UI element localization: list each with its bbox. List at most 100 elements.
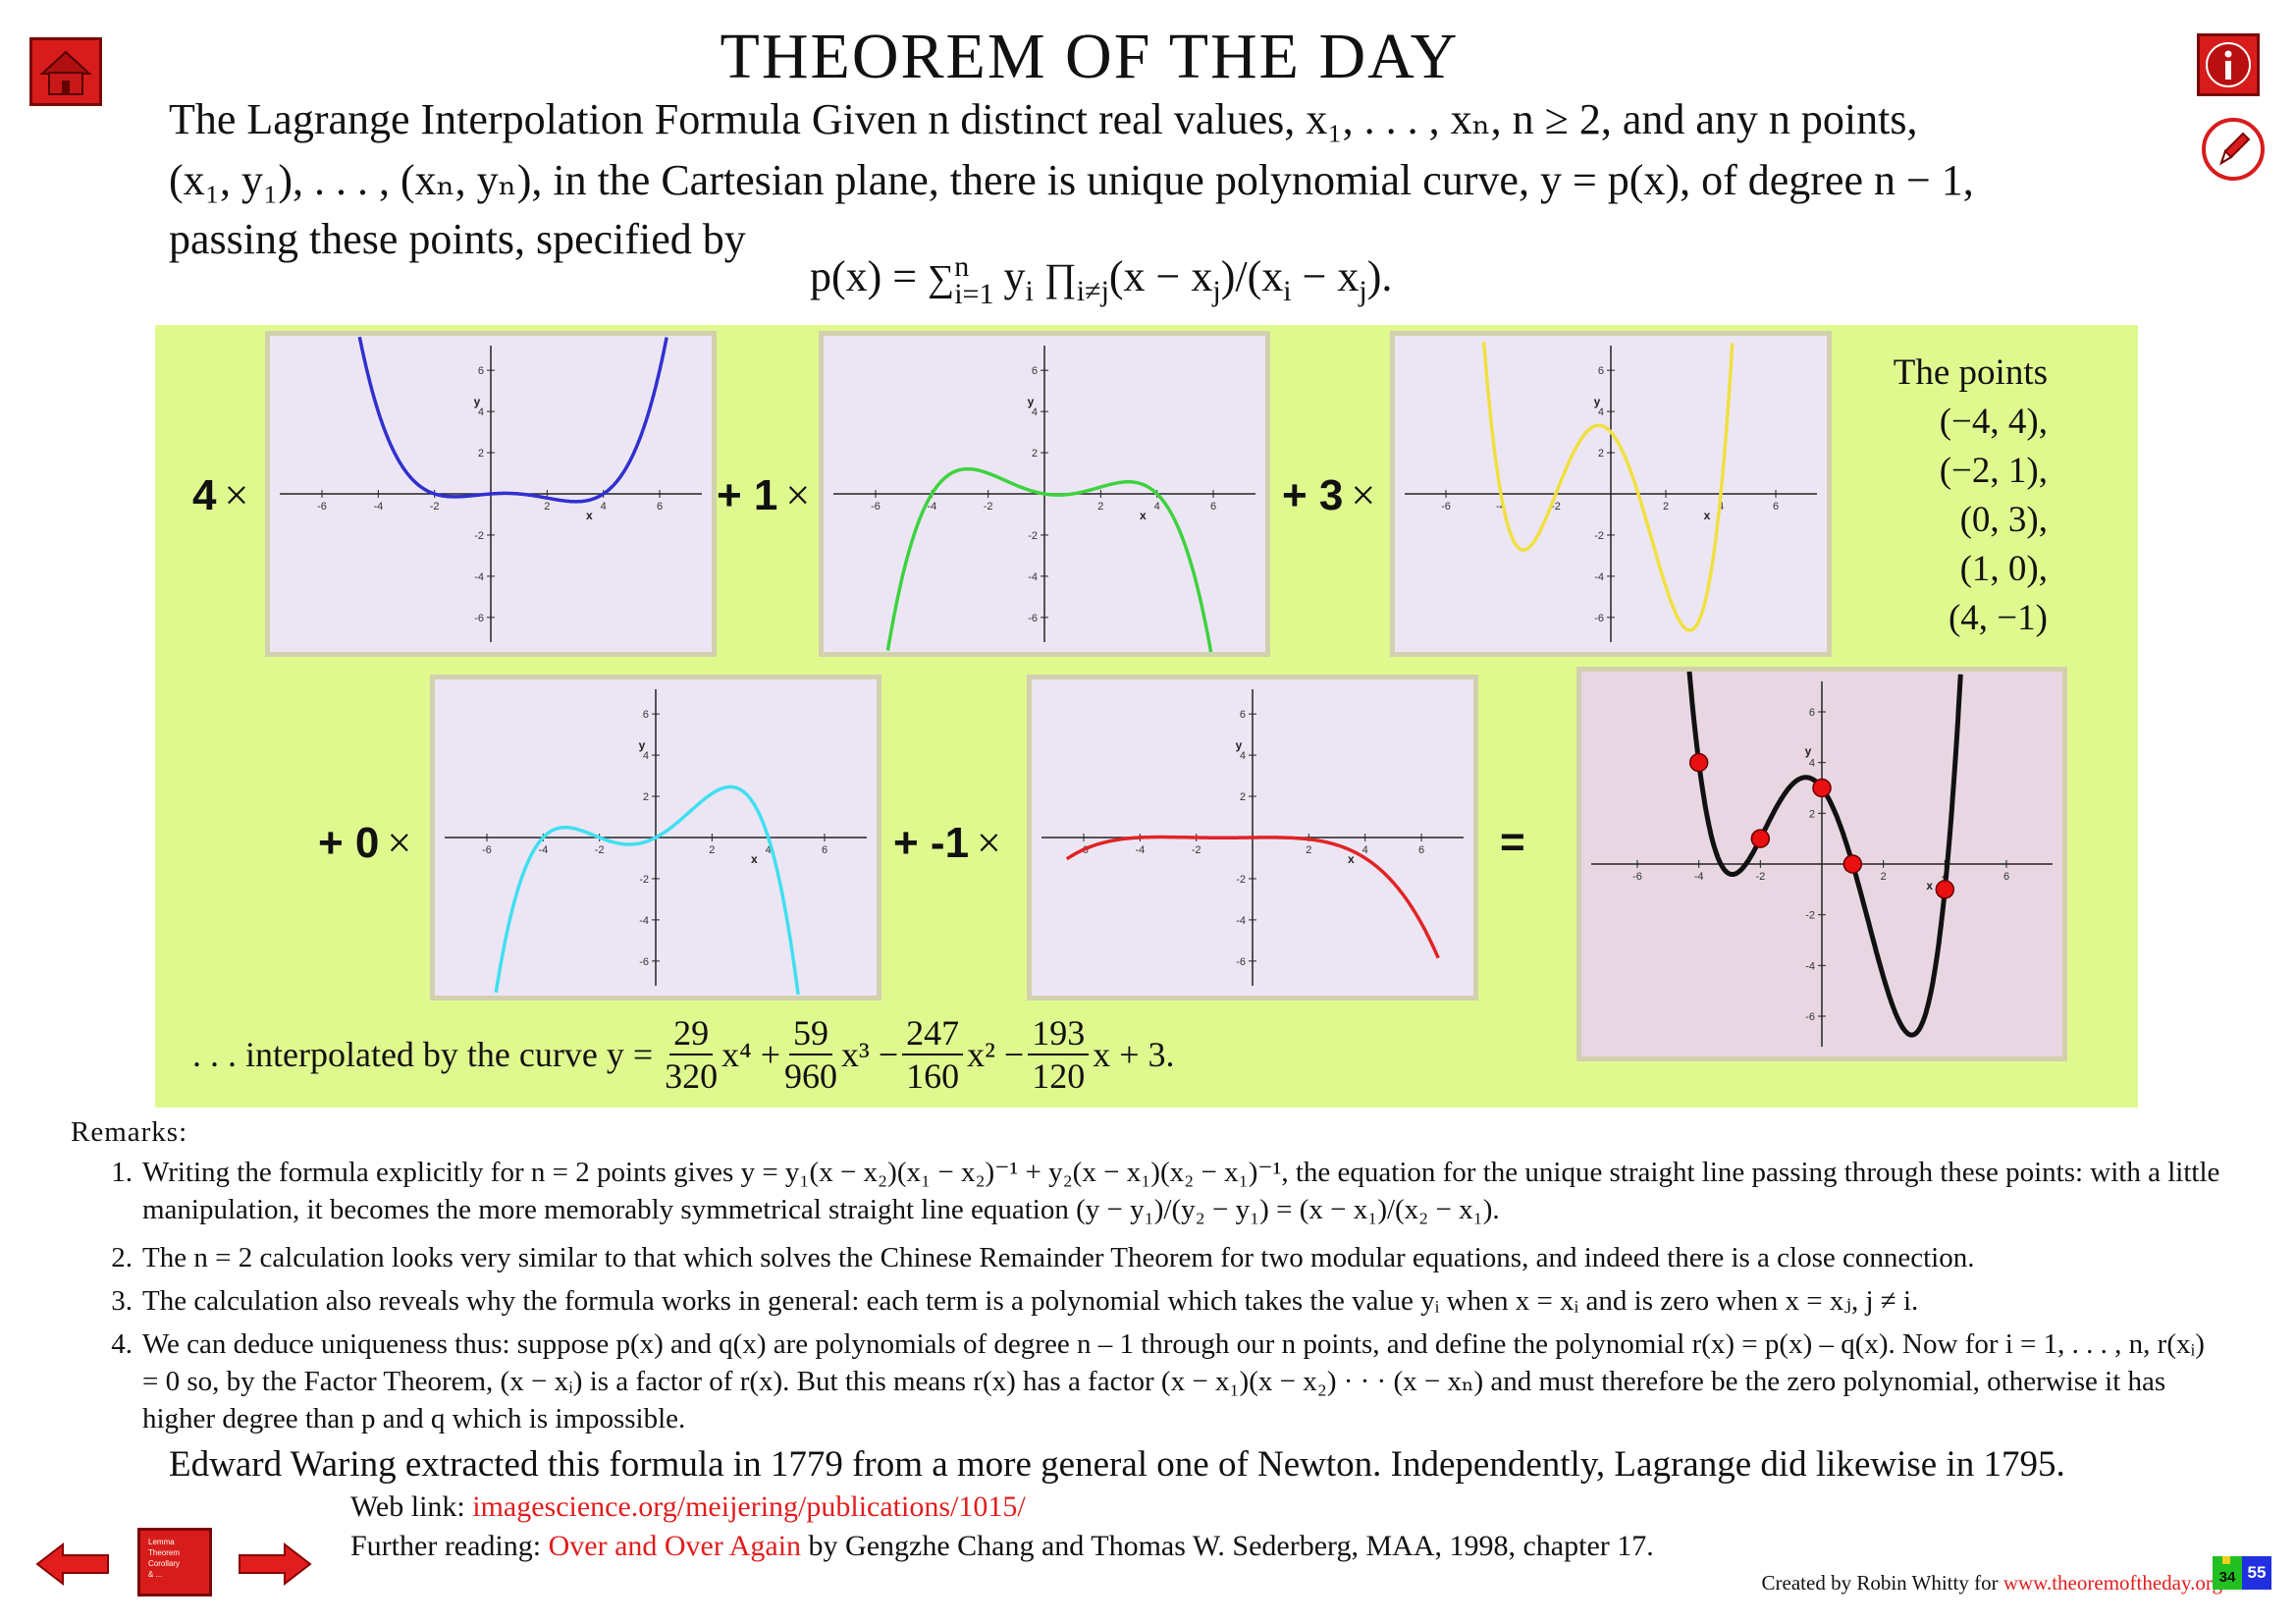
web-link-label: Web link: xyxy=(350,1490,465,1523)
web-link-row: Web link: imagescience.org/meijering/pub… xyxy=(350,1490,1026,1524)
y-axis-label: y xyxy=(1805,744,1812,758)
home-icon xyxy=(39,50,92,95)
badge-yellow-square xyxy=(2222,1556,2230,1564)
sum-symbol: ∑ xyxy=(928,258,955,299)
formula-sub-j1: j xyxy=(1212,274,1221,307)
y-tick-label: -4 xyxy=(639,915,649,927)
y-tick-label: -2 xyxy=(1236,874,1246,886)
point-5: (4, −1) xyxy=(1948,598,2048,638)
y-tick-label: -2 xyxy=(1594,530,1604,542)
y-tick-label: -6 xyxy=(1236,956,1246,968)
x-tick-label: -4 xyxy=(373,501,383,513)
x-axis-label: x xyxy=(1926,879,1933,893)
prev-page-button[interactable] xyxy=(33,1542,112,1587)
book-index-button[interactable]: Lemma Theorem Corollary & ... xyxy=(137,1528,212,1596)
x-tick-label: 6 xyxy=(1210,501,1216,513)
plot-basis-3: -6 -4 -2 2 4 6 6 4 2 -2 -4 -6 x y xyxy=(1390,331,1832,657)
info-button[interactable] xyxy=(2197,33,2260,96)
x-axis-label: x xyxy=(1704,509,1711,522)
plot-basis-5: -6 -4 -2 2 4 6 6 4 2 -2 -4 -6 x y xyxy=(1027,675,1478,1001)
home-button[interactable] xyxy=(29,37,102,106)
y-tick-label: -6 xyxy=(1594,613,1604,624)
next-page-button[interactable] xyxy=(236,1542,314,1587)
further-reading-link[interactable]: Over and Over Again xyxy=(548,1530,802,1562)
point-4: (1, 0), xyxy=(1959,549,2048,589)
y-tick-label: 2 xyxy=(1598,448,1604,460)
x-tick-label: -4 xyxy=(1694,871,1704,883)
remark-1: 1. Writing the formula explicitly for n =… xyxy=(111,1157,2220,1225)
x-axis-label: x xyxy=(586,509,593,522)
x-tick-label: -4 xyxy=(1496,501,1506,513)
y-tick-label: 4 xyxy=(478,406,484,418)
y-axis-label: y xyxy=(1028,395,1035,408)
sum-lower-limit: i=1 xyxy=(954,277,994,310)
further-reading-label: Further reading: xyxy=(350,1530,542,1562)
data-point xyxy=(1935,880,1955,899)
fraction-2: 59 960 xyxy=(784,1013,838,1096)
point-1: (−4, 4), xyxy=(1939,402,2048,442)
y-tick-label: -4 xyxy=(1028,571,1038,583)
y-tick-label: -6 xyxy=(1028,613,1038,624)
site-link[interactable]: www.theoremoftheday.org xyxy=(2002,1571,2222,1595)
y-tick-label: 2 xyxy=(478,448,484,460)
credit-line: Created by Robin Whitty for www.theoremo… xyxy=(1762,1571,2222,1596)
term-1-tail: x⁴ + xyxy=(721,1035,781,1074)
x-tick-label: 4 xyxy=(601,501,607,513)
term-3-tail: x² − xyxy=(967,1035,1025,1074)
x-tick-label: -6 xyxy=(1632,871,1642,883)
x-tick-label: -4 xyxy=(538,844,548,856)
term-4-tail: x + 3. xyxy=(1093,1035,1175,1074)
x-axis-label: x xyxy=(751,852,758,866)
x-axis-label: x xyxy=(1140,509,1147,522)
x-tick-label: -2 xyxy=(984,501,993,513)
further-reading-row: Further reading: Over and Over Again by … xyxy=(350,1530,1654,1563)
formula-sub-j2: j xyxy=(1359,274,1367,307)
page-title: THEOREM OF THE DAY xyxy=(720,21,1460,92)
formula-part-1: (x − x xyxy=(1108,252,1213,300)
x-tick-label: 6 xyxy=(657,501,663,513)
data-point xyxy=(1812,778,1832,798)
data-point xyxy=(1842,854,1863,874)
book-icon: Lemma Theorem Corollary & ... xyxy=(148,1538,181,1579)
remark-4: 4. We can deduce uniqueness thus: suppose… xyxy=(111,1328,2205,1434)
y-tick-label: -4 xyxy=(1236,915,1246,927)
y-tick-label: 6 xyxy=(1598,365,1604,377)
x-tick-label: 6 xyxy=(822,844,828,856)
y-tick-label: 6 xyxy=(1032,365,1038,377)
product-symbol: ∏ xyxy=(1043,255,1077,299)
product-subscript: i≠j xyxy=(1076,274,1109,307)
x-tick-label: 2 xyxy=(709,844,715,856)
web-link[interactable]: imagescience.org/meijering/publications/… xyxy=(472,1490,1026,1523)
x-axis-label: x xyxy=(1348,852,1355,866)
y-tick-label: -4 xyxy=(1594,571,1604,583)
data-point xyxy=(1688,752,1709,773)
equals-sign: = xyxy=(1500,818,1525,866)
formula-lhs: p(x) = xyxy=(810,252,929,300)
plot-basis-2: -6 -4 -2 2 4 6 6 4 2 -2 -4 -6 x y xyxy=(819,331,1270,657)
plot-basis-1: -6 -4 -2 2 4 6 6 4 2 -2 -4 -6 x y xyxy=(265,331,717,657)
arrow-right-icon xyxy=(239,1542,312,1587)
y-tick-label: -2 xyxy=(1028,530,1038,542)
point-2: (−2, 1), xyxy=(1939,451,2048,491)
coefficient-4: + 0 × xyxy=(318,819,412,867)
y-subscript: i xyxy=(1025,274,1034,307)
x-tick-label: 4 xyxy=(766,844,772,856)
arrow-left-icon xyxy=(35,1542,109,1587)
formula-sub-i1: i xyxy=(1283,274,1292,307)
edit-button[interactable] xyxy=(2200,116,2267,183)
y-tick-label: -2 xyxy=(639,874,649,886)
x-tick-label: -4 xyxy=(927,501,936,513)
theorem-statement-line1: The Lagrange Interpolation Formula Given… xyxy=(169,95,1918,143)
x-tick-label: 4 xyxy=(1154,501,1160,513)
x-tick-label: -6 xyxy=(1441,501,1451,513)
x-tick-label: -2 xyxy=(595,844,605,856)
y-axis-label: y xyxy=(1236,738,1243,752)
plot-basis-4: -6 -4 -2 2 4 6 6 4 2 -2 -4 -6 x y xyxy=(430,675,881,1001)
formula-part-4: ). xyxy=(1366,252,1393,300)
page-badge: 34 55 xyxy=(2213,1556,2271,1590)
fraction-3: 247 160 xyxy=(902,1012,964,1097)
